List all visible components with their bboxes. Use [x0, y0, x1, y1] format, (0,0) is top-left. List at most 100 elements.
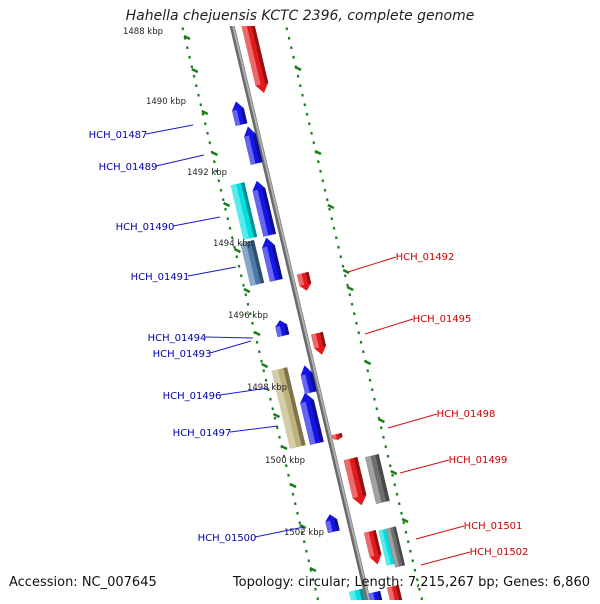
gene-forward-shine — [296, 273, 305, 287]
gene-forward-shine — [240, 26, 261, 86]
tick-track-right — [348, 293, 352, 297]
forward-label-leader — [415, 525, 465, 540]
tick-track-right — [337, 245, 340, 249]
reverse-label-leader — [145, 124, 194, 135]
gene-forward-shadow — [249, 26, 269, 84]
gene-cyan-shine — [230, 184, 250, 240]
tick-track-right — [404, 530, 408, 534]
scale-label: 1488 kbp — [123, 27, 163, 37]
reverse-label-leader — [229, 425, 279, 433]
tick-track-left — [237, 264, 241, 268]
gene-forward — [343, 457, 367, 506]
tick-track-right — [393, 483, 397, 487]
tick-track-left — [246, 302, 250, 306]
tick-track-left — [194, 84, 198, 88]
reverse-label-leader — [187, 266, 237, 277]
tick-track-left — [266, 388, 270, 392]
tick-track-right — [307, 122, 311, 126]
gene-reverse-shine — [300, 374, 310, 395]
gene-cyan-shine — [378, 529, 391, 566]
tick-track-right — [316, 160, 320, 164]
gene-reverse-shadow — [240, 108, 248, 124]
tick-track-right — [328, 207, 331, 211]
gene-steelblue-shadow — [250, 239, 265, 284]
tick-track-left — [278, 435, 281, 439]
tick-track-right — [368, 378, 372, 382]
forward-strand-label: HCH_01501 — [464, 521, 523, 532]
scale-label: 1492 kbp — [187, 168, 227, 178]
gene-forward-shine — [363, 531, 375, 558]
gene-reverse-shine — [325, 520, 333, 534]
tick-track-right — [379, 426, 383, 430]
tick-track-left — [302, 540, 306, 544]
tick-track-right — [409, 549, 412, 553]
tick-track-left — [298, 521, 302, 525]
gene-reverse — [244, 126, 263, 165]
gene-cyan-shadow — [240, 182, 258, 238]
gene-forward — [311, 331, 327, 355]
tick-track-right — [321, 179, 325, 183]
major-tick — [201, 109, 209, 116]
tick-track-left — [192, 74, 196, 78]
gene-forward — [296, 271, 312, 291]
reverse-label-leader — [209, 340, 252, 354]
gene-steelblue — [240, 239, 265, 287]
tick-track-left — [226, 217, 230, 221]
gene-gray-shine — [386, 527, 400, 568]
tick-track-right — [341, 264, 345, 268]
reverse-label-leader — [254, 526, 305, 538]
gene-reverse-shine — [368, 592, 378, 600]
gene-reverse-shine — [300, 401, 316, 445]
gene-khaki — [271, 367, 306, 449]
tick-track-right — [382, 435, 385, 439]
reverse-label-leader — [155, 154, 205, 167]
tick-track-left — [208, 141, 212, 145]
tick-track-left — [201, 112, 205, 116]
major-tick — [272, 412, 281, 419]
tick-track-left — [282, 454, 286, 458]
major-tick — [243, 287, 251, 294]
tick-track-right — [373, 397, 376, 401]
tick-track-left — [228, 226, 232, 230]
major-tick — [294, 65, 302, 72]
tick-track-left — [176, 0, 177, 2]
tick-track-right — [411, 559, 415, 563]
tick-track-right — [359, 340, 363, 344]
tick-track-right — [413, 568, 417, 572]
gene-forward-shine — [311, 333, 320, 349]
gene-forward-shadow — [353, 457, 367, 496]
tick-track-right — [350, 302, 354, 306]
tick-track-right — [366, 369, 370, 373]
tick-track-right — [330, 217, 334, 221]
gene-reverse-shadow — [377, 590, 385, 600]
forward-strand-label: HCH_01498 — [437, 409, 496, 420]
gene-khaki-shadow — [283, 367, 306, 447]
tick-track-left — [311, 578, 315, 582]
forward-strand-label: HCH_01499 — [449, 455, 508, 466]
forward-strand-label: HCH_01495 — [413, 314, 472, 325]
reverse-strand-label: HCH_01497 — [173, 428, 232, 439]
tick-track-right — [325, 198, 329, 202]
major-tick — [191, 67, 199, 74]
gene-forward-shadow — [305, 271, 312, 284]
tick-track-left — [239, 274, 243, 278]
forward-strand-label: HCH_01492 — [396, 252, 455, 263]
gene-reverse-shadow — [284, 324, 290, 336]
tick-track-right — [343, 274, 347, 278]
reverse-label-leader — [219, 387, 269, 396]
gene-forward-shine — [386, 586, 398, 600]
tick-track-left — [203, 122, 207, 126]
major-tick — [327, 203, 335, 210]
gene-gray — [365, 454, 390, 504]
reverse-strand-label: HCH_01500 — [198, 533, 257, 544]
major-tick — [401, 517, 409, 524]
tick-track-right — [357, 331, 361, 335]
tick-track-right — [361, 350, 365, 354]
tick-track-right — [301, 93, 304, 97]
tick-track-right — [298, 84, 302, 88]
tick-track-left — [269, 397, 272, 401]
gene-steelblue-shine — [240, 241, 256, 287]
major-tick — [377, 417, 385, 424]
gene-forward-shine — [331, 434, 337, 440]
